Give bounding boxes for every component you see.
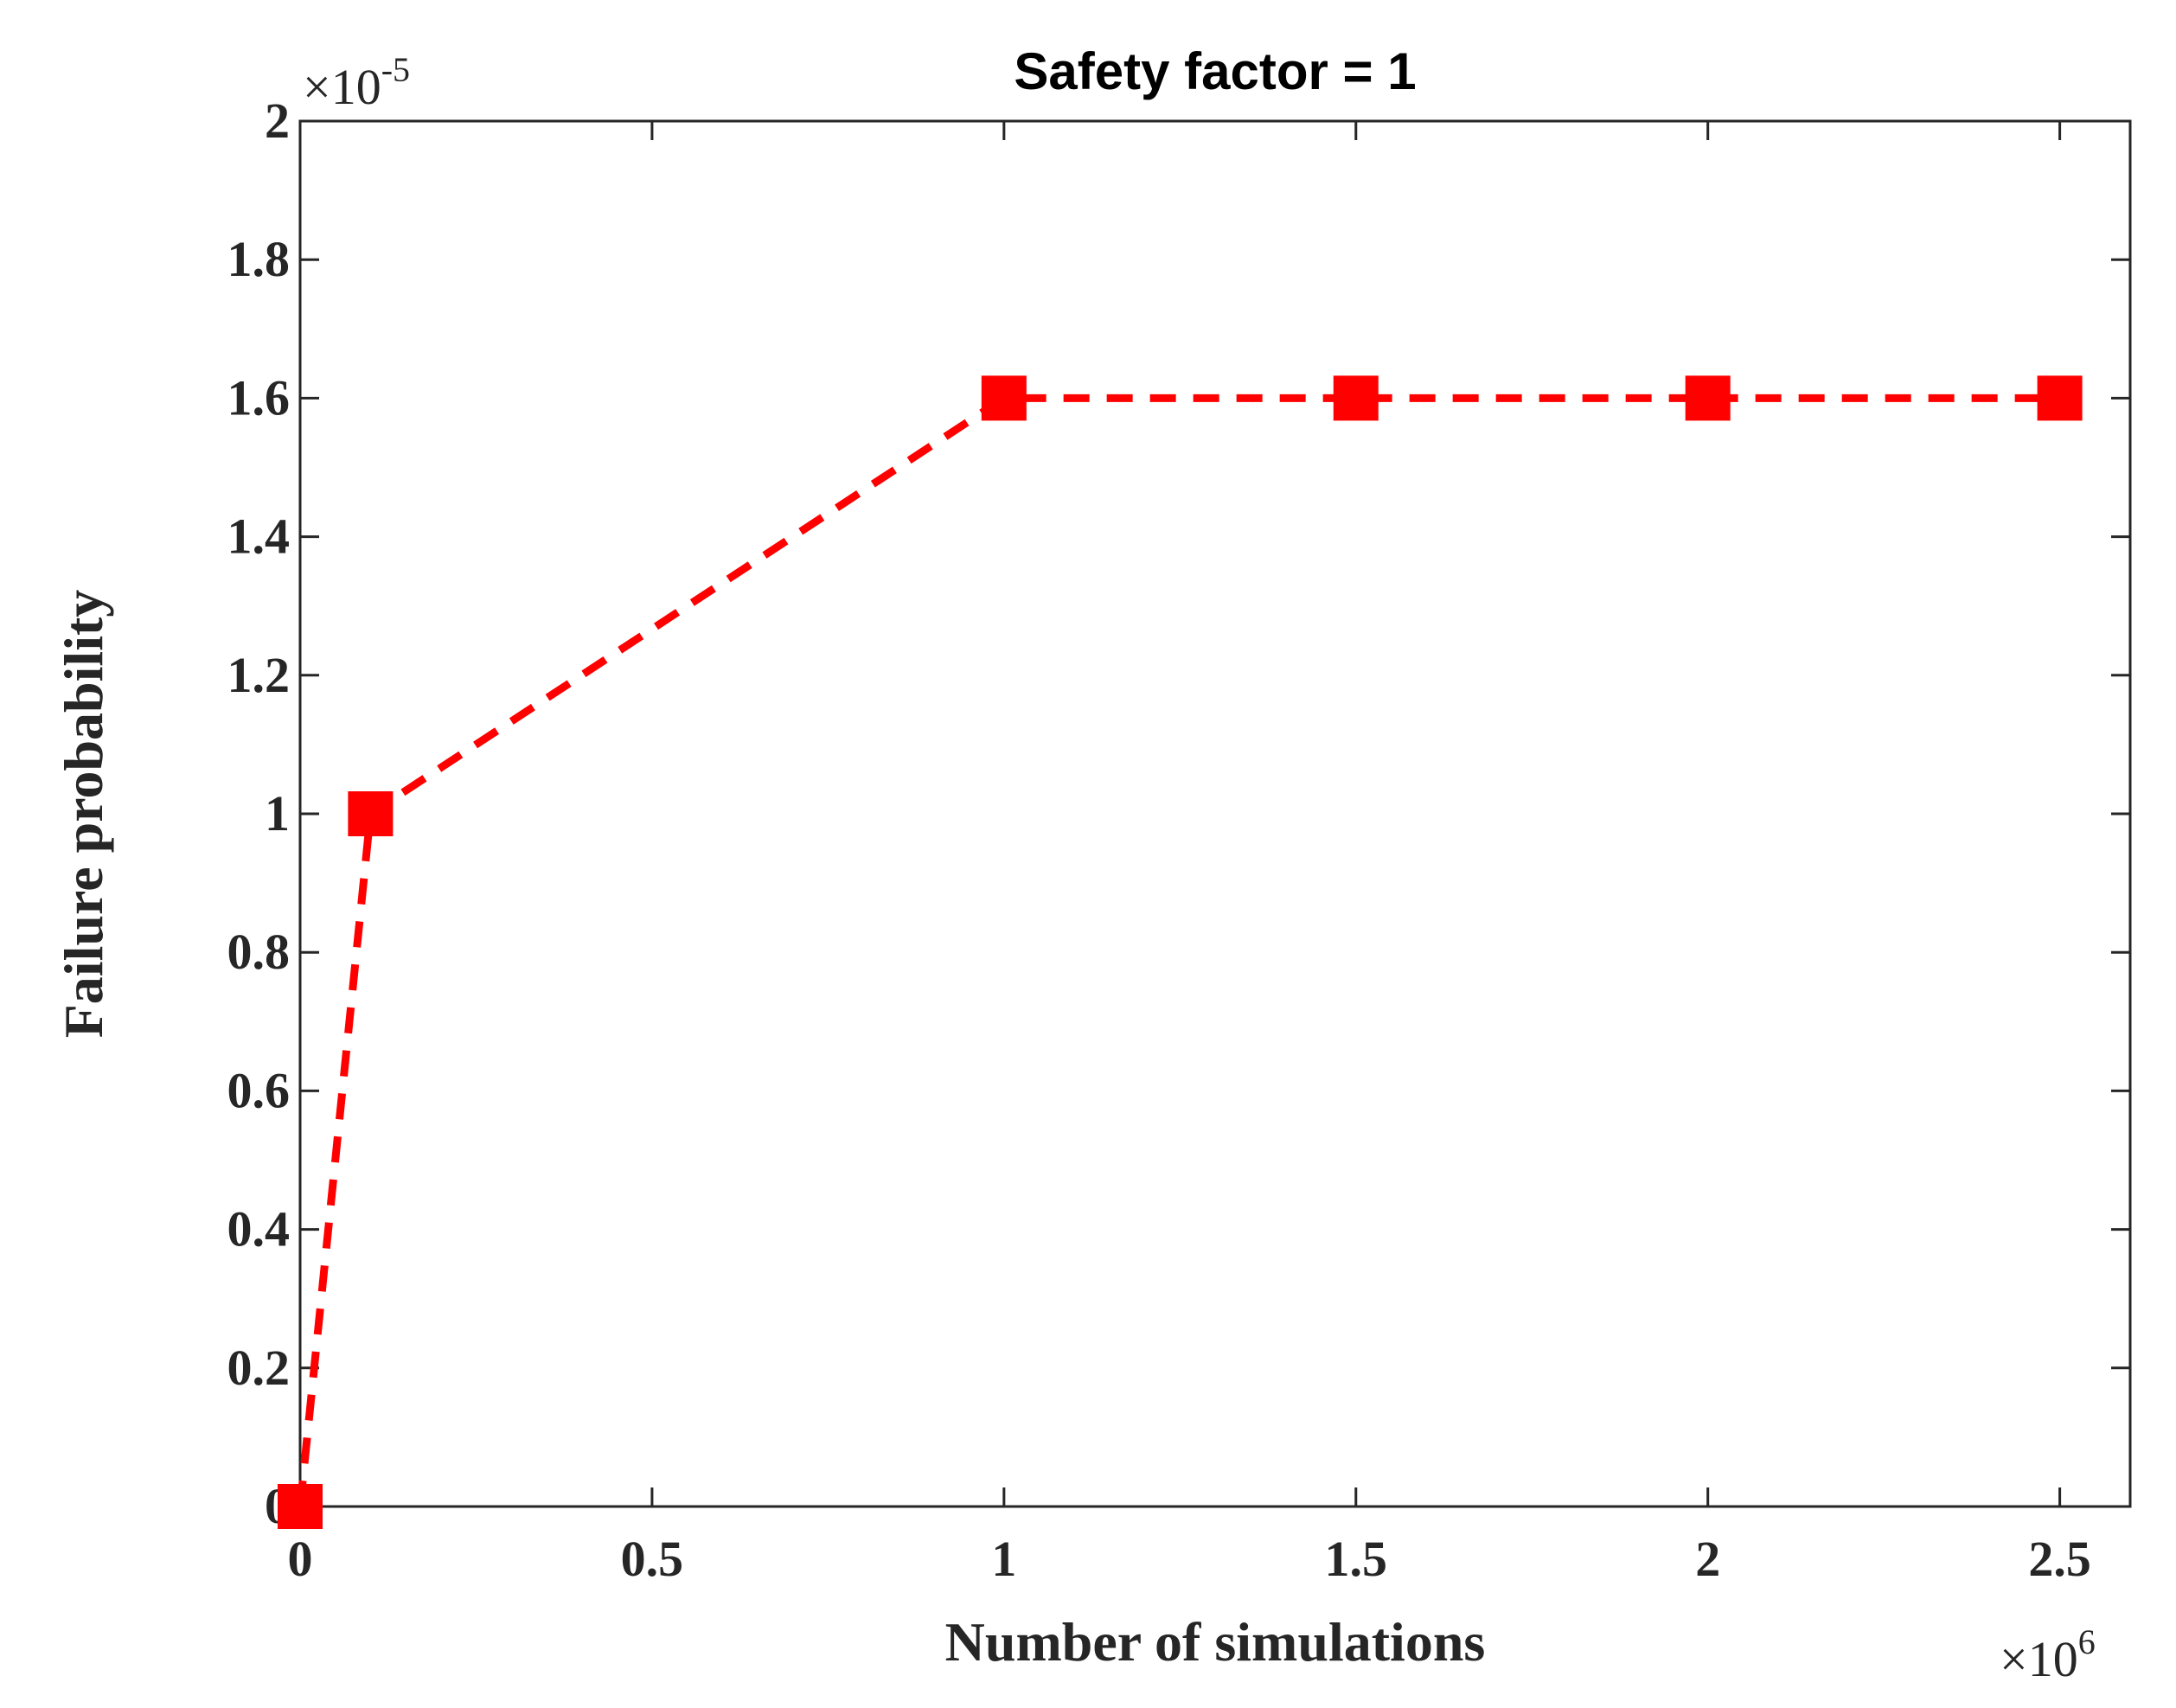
y-tick-label: 0.6 [227,1062,291,1118]
y-tick-label: 0.4 [227,1201,291,1257]
chart-title: Safety factor = 1 [1014,42,1416,100]
data-point-marker [2037,375,2083,421]
series-layer [278,375,2083,1529]
y-tick-label: 2 [265,93,290,149]
data-point-marker [1333,375,1379,421]
x-axis: 0 0.5 1 1.5 2 2.5 [288,121,2091,1587]
x-tick-label: 0 [288,1531,313,1587]
x-tick-label: 0.5 [621,1531,684,1587]
y-tick-label: 1.4 [227,509,291,565]
y-tick-label: 1.8 [227,231,291,287]
x-axis-title: Number of simulations [945,1611,1486,1673]
plot-area [298,119,2132,1508]
data-point-marker [278,1484,323,1529]
x-tick-label: 2.5 [2028,1531,2091,1587]
x-tick-label: 1.5 [1325,1531,1388,1587]
y-tick-label: 1.6 [227,369,291,425]
y-exponent-power: -5 [381,50,410,89]
y-tick-label: 1.2 [227,647,291,703]
x-tick-label: 1 [991,1531,1016,1587]
data-point-marker [981,375,1027,421]
data-point-marker [1685,375,1731,421]
y-axis-title: Failure probability [53,590,114,1039]
y-tick-label: 1 [265,785,290,841]
series-line [296,393,2060,1507]
y-exponent-base: ×10 [303,59,381,115]
y-exponent-label: ×10-5 [303,50,410,115]
y-tick-label: 0.8 [227,924,291,980]
y-axis: 00.20.40.60.811.21.41.61.82 [227,93,2130,1534]
x-exponent-label: ×106 [2000,1622,2096,1687]
y-tick-label: 0.2 [227,1340,291,1396]
x-exponent-power: 6 [2078,1622,2096,1661]
x-exponent-base: ×10 [2000,1631,2078,1687]
x-tick-label: 2 [1695,1531,1720,1587]
data-point-marker [348,791,394,836]
